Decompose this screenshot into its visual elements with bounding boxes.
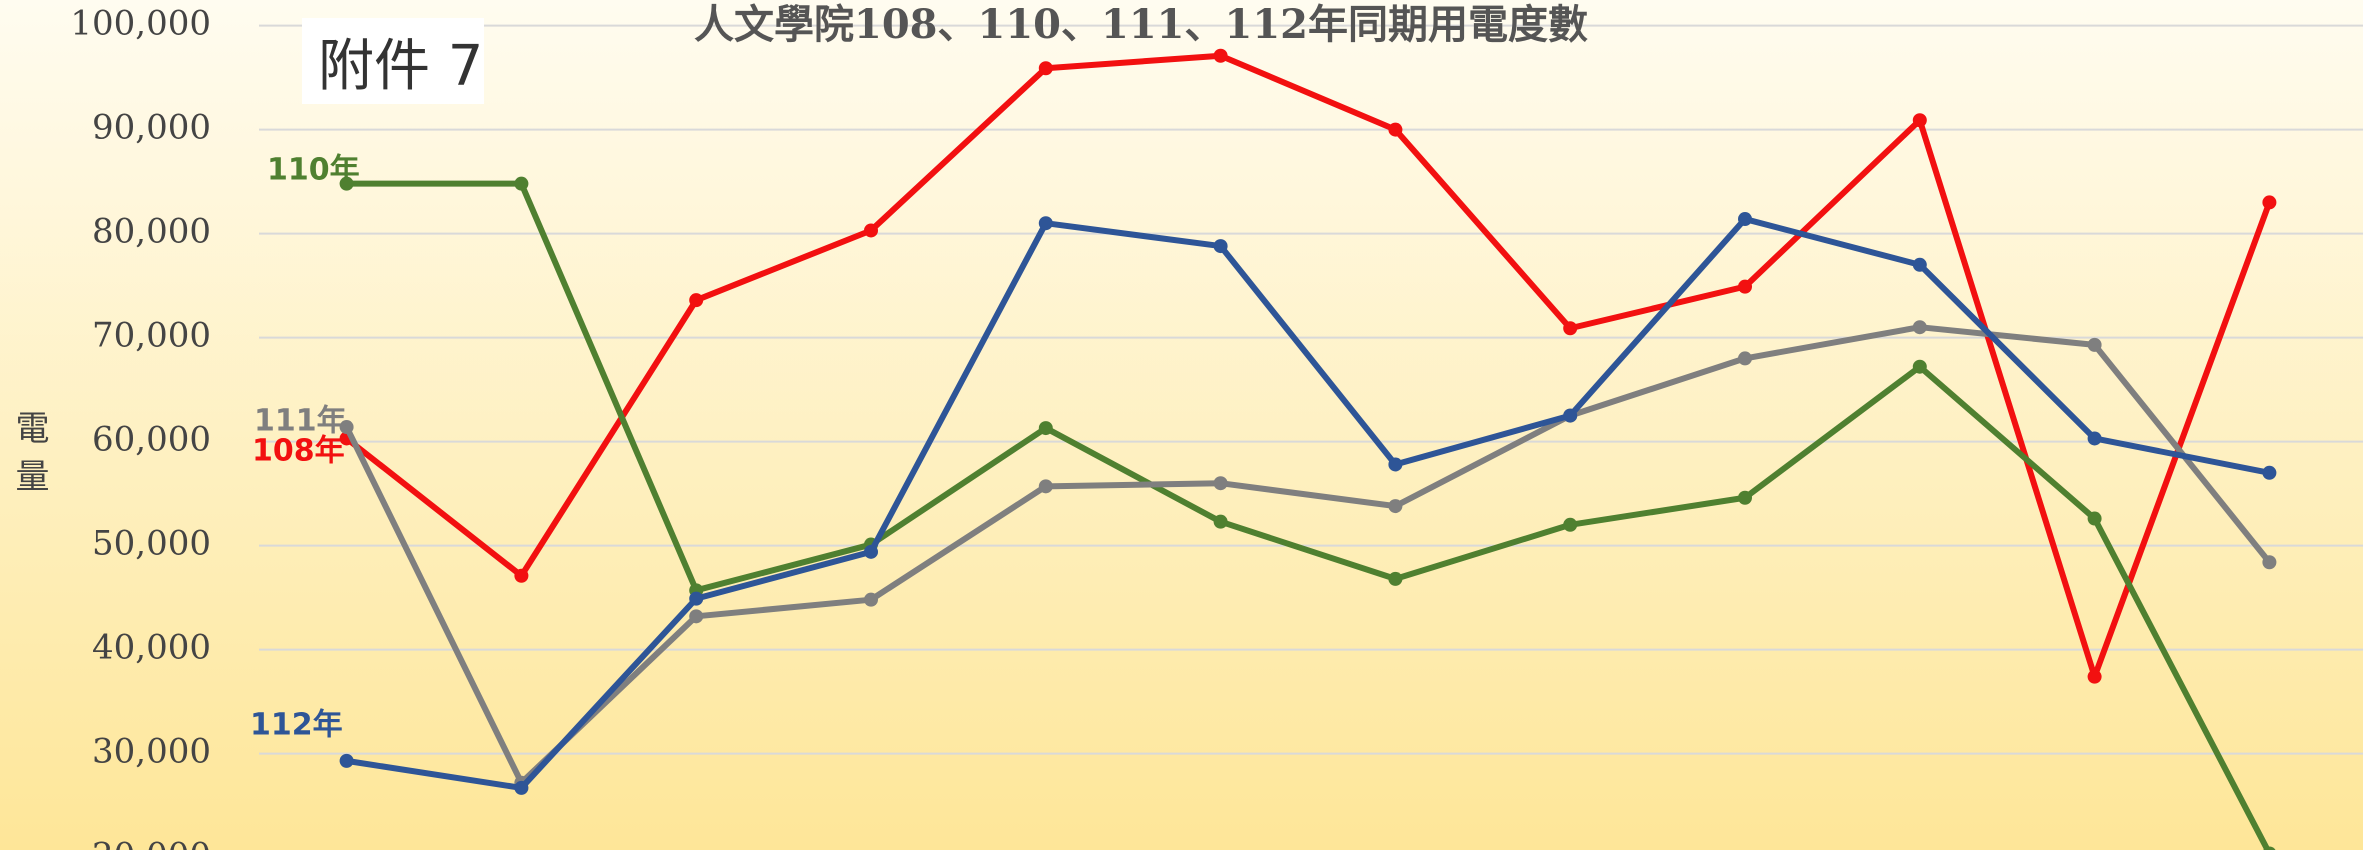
y-tick-label: 20,000 xyxy=(92,836,211,850)
series-label: 108年 xyxy=(252,434,345,469)
marker xyxy=(2087,511,2102,526)
marker xyxy=(1738,490,1752,505)
marker xyxy=(2263,846,2276,850)
marker xyxy=(2087,337,2102,352)
marker xyxy=(864,592,878,607)
marker xyxy=(1388,122,1403,137)
marker xyxy=(1912,359,1927,374)
marker xyxy=(1563,408,1578,423)
annotation-box xyxy=(302,18,484,104)
y-tick-label: 40,000 xyxy=(92,628,211,668)
marker xyxy=(339,753,354,768)
marker xyxy=(1912,257,1927,272)
marker xyxy=(339,420,354,435)
marker xyxy=(1738,351,1752,366)
marker xyxy=(1213,239,1228,254)
y-tick-label: 80,000 xyxy=(92,212,211,252)
marker xyxy=(2262,195,2277,210)
marker xyxy=(1563,321,1578,336)
marker xyxy=(689,293,704,308)
marker xyxy=(689,591,704,606)
y-tick-label: 60,000 xyxy=(92,420,211,460)
y-tick-label: 100,000 xyxy=(70,4,211,44)
y-tick-label: 50,000 xyxy=(92,524,211,564)
marker xyxy=(514,568,529,583)
marker xyxy=(2087,669,2102,684)
marker xyxy=(1388,499,1403,514)
marker xyxy=(1912,113,1927,128)
series-label: 111年 xyxy=(254,404,347,439)
series-line xyxy=(346,216,2270,791)
marker xyxy=(689,609,704,624)
series-line xyxy=(343,324,2272,786)
y-tick-label: 90,000 xyxy=(92,108,211,148)
marker xyxy=(2262,555,2277,570)
marker xyxy=(2087,431,2102,446)
marker xyxy=(1912,320,1927,335)
marker xyxy=(864,544,878,559)
marker xyxy=(1388,457,1403,472)
chart-title: 人文學院108、110、111、112年同期用電度數 xyxy=(694,1,1588,48)
annotation: 附件 7 xyxy=(318,34,483,99)
grid: 20,000 30,000 40,000 50,000 60,000 70,000 80,0… xyxy=(70,4,2363,850)
series-line xyxy=(346,180,2271,850)
marker xyxy=(1038,216,1053,231)
series-label: 110年 xyxy=(267,153,360,188)
series-line xyxy=(344,52,2273,680)
y-tick-label: 30,000 xyxy=(92,732,211,772)
y-axis-label: 電量 xyxy=(9,410,49,506)
marker xyxy=(1563,517,1578,532)
marker xyxy=(514,780,529,795)
marker xyxy=(1038,61,1053,76)
marker xyxy=(1038,479,1053,494)
marker xyxy=(864,223,878,238)
marker xyxy=(1738,212,1752,227)
marker xyxy=(514,176,529,191)
marker xyxy=(1388,571,1403,586)
lines: 108年 110年 111年 112年 xyxy=(250,48,2277,850)
y-tick-label: 70,000 xyxy=(92,316,211,356)
marker xyxy=(339,176,354,191)
marker xyxy=(1213,48,1228,63)
marker xyxy=(1038,421,1053,436)
marker xyxy=(2262,465,2277,480)
marker xyxy=(1213,514,1228,529)
marker xyxy=(1213,476,1228,491)
marker xyxy=(1738,279,1752,294)
series-label: 112年 xyxy=(250,708,343,743)
